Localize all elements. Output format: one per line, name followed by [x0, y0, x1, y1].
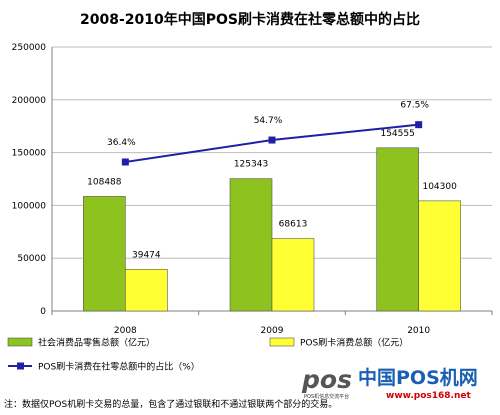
legend-label: POS刷卡消费在社零总额中的占比（%） — [38, 361, 200, 373]
share-line-point — [415, 121, 423, 129]
bar-retail-total — [376, 147, 419, 312]
share-line-point — [268, 136, 276, 144]
legend-label: 社会消费品零售总额（亿元） — [38, 337, 155, 349]
bar-value-label: 68613 — [279, 220, 308, 230]
bar-value-label: 39474 — [132, 250, 161, 260]
x-tick-label: 2010 — [407, 326, 430, 336]
y-tick-label: 150000 — [12, 149, 47, 159]
share-value-label: 67.5% — [400, 101, 429, 111]
data-labels: 108488 39474 125343 68613 154555 104300 36.4% 5… — [87, 101, 457, 261]
chart-title: 2008-2010年中国POS刷卡消费在社零总额中的占比 — [80, 11, 420, 28]
y-tick-label: 50000 — [17, 254, 46, 264]
watermark-tagline: POS机信息交流平台 — [304, 393, 349, 400]
y-tick-label: 100000 — [12, 201, 47, 211]
legend-swatch — [269, 337, 295, 347]
watermark-logo: pos — [301, 365, 352, 394]
share-line — [121, 121, 423, 166]
bar-pos-total — [271, 238, 315, 312]
bar-retail-total — [229, 178, 273, 312]
x-tick-label: 2009 — [261, 326, 284, 336]
site-watermark: pos 中国POS机网 POS机信息交流平台 www.pos168.net — [301, 365, 478, 401]
watermark-url: www.pos168.net — [386, 391, 471, 401]
legend-swatch-marker — [17, 362, 24, 370]
bar-pos-total — [125, 269, 168, 312]
share-value-label: 54.7% — [254, 116, 283, 126]
bar-retail-total — [83, 196, 126, 312]
share-line-point — [121, 158, 129, 166]
legend-swatch — [7, 337, 33, 347]
bar-value-label: 154555 — [380, 129, 414, 139]
legend: 社会消费品零售总额（亿元） POS刷卡消费总额（亿元） POS刷卡消费在社零总额中的… — [7, 337, 408, 373]
footnote: 注：数据仅POS机刷卡交易的总量，包含了通过银联和不通过银联两个部分的交易。 — [4, 398, 337, 410]
bars — [83, 147, 461, 312]
bar-value-label: 104300 — [422, 182, 457, 192]
watermark-name: 中国POS机网 — [358, 366, 478, 389]
y-tick-label: 200000 — [12, 96, 47, 106]
y-tick-label: 0 — [40, 307, 46, 317]
bar-pos-total — [418, 200, 461, 312]
bar-value-label: 125343 — [234, 160, 268, 170]
y-tick-label: 250000 — [12, 43, 47, 53]
legend-label: POS刷卡消费总额（亿元） — [300, 337, 408, 349]
bar-value-label: 108488 — [87, 177, 122, 187]
share-value-label: 36.4% — [107, 138, 136, 148]
x-tick-label: 2008 — [114, 326, 137, 336]
